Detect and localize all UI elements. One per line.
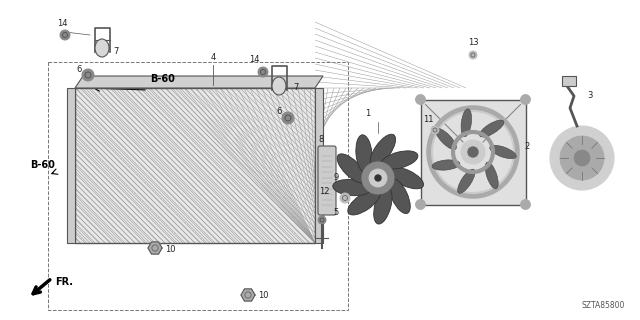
Ellipse shape [432, 160, 460, 170]
Circle shape [461, 140, 485, 164]
Text: 10: 10 [258, 291, 269, 300]
Bar [67, 88, 75, 243]
Text: 1: 1 [365, 109, 371, 118]
Ellipse shape [388, 179, 410, 213]
Circle shape [468, 147, 478, 157]
Text: 10: 10 [165, 244, 175, 253]
Bar [75, 88, 315, 243]
Text: 7: 7 [293, 84, 298, 92]
Ellipse shape [490, 145, 516, 159]
Circle shape [520, 94, 531, 105]
Ellipse shape [485, 162, 498, 189]
Text: 8: 8 [318, 135, 323, 144]
Circle shape [520, 199, 531, 210]
Ellipse shape [458, 169, 475, 193]
Text: 4: 4 [211, 53, 216, 62]
Circle shape [560, 136, 604, 180]
Circle shape [362, 162, 394, 194]
Text: 7: 7 [113, 47, 118, 57]
Circle shape [369, 169, 387, 187]
Text: 12: 12 [319, 188, 330, 196]
Text: 2: 2 [524, 142, 530, 151]
Text: 9: 9 [333, 173, 339, 182]
Ellipse shape [479, 120, 504, 137]
Ellipse shape [95, 39, 109, 57]
Text: B-60: B-60 [150, 74, 175, 84]
Text: 14: 14 [249, 55, 259, 64]
Polygon shape [75, 76, 323, 88]
Ellipse shape [272, 77, 286, 95]
Circle shape [375, 175, 381, 181]
Circle shape [550, 126, 614, 190]
Bar [48, 62, 348, 310]
Ellipse shape [436, 128, 456, 149]
Ellipse shape [348, 189, 380, 215]
Circle shape [318, 216, 326, 224]
Ellipse shape [381, 151, 418, 169]
Circle shape [340, 193, 350, 203]
Text: 6: 6 [276, 108, 282, 116]
Text: FR.: FR. [55, 277, 73, 287]
Text: 11: 11 [423, 115, 433, 124]
Ellipse shape [388, 167, 424, 189]
Circle shape [415, 94, 426, 105]
Bar [562, 76, 576, 86]
Circle shape [431, 126, 439, 134]
Text: SZTA85800: SZTA85800 [582, 301, 625, 310]
Text: 5: 5 [333, 208, 339, 217]
Ellipse shape [461, 109, 472, 137]
Circle shape [574, 150, 590, 166]
Circle shape [415, 199, 426, 210]
FancyBboxPatch shape [318, 146, 336, 215]
Text: B-60: B-60 [30, 160, 55, 170]
Ellipse shape [337, 154, 366, 183]
Circle shape [60, 30, 70, 40]
Bar [75, 88, 315, 243]
Circle shape [469, 51, 477, 59]
Ellipse shape [374, 187, 392, 224]
Circle shape [258, 67, 268, 77]
Circle shape [282, 112, 294, 124]
Text: 13: 13 [468, 38, 478, 47]
Bar [315, 88, 323, 243]
Ellipse shape [356, 135, 372, 173]
Polygon shape [241, 289, 255, 301]
Ellipse shape [333, 180, 371, 196]
Ellipse shape [370, 134, 396, 167]
Polygon shape [148, 242, 162, 254]
Text: 14: 14 [57, 19, 67, 28]
Bar [420, 100, 525, 204]
Text: 3: 3 [588, 91, 593, 100]
Text: 6: 6 [77, 66, 82, 75]
Circle shape [82, 69, 94, 81]
